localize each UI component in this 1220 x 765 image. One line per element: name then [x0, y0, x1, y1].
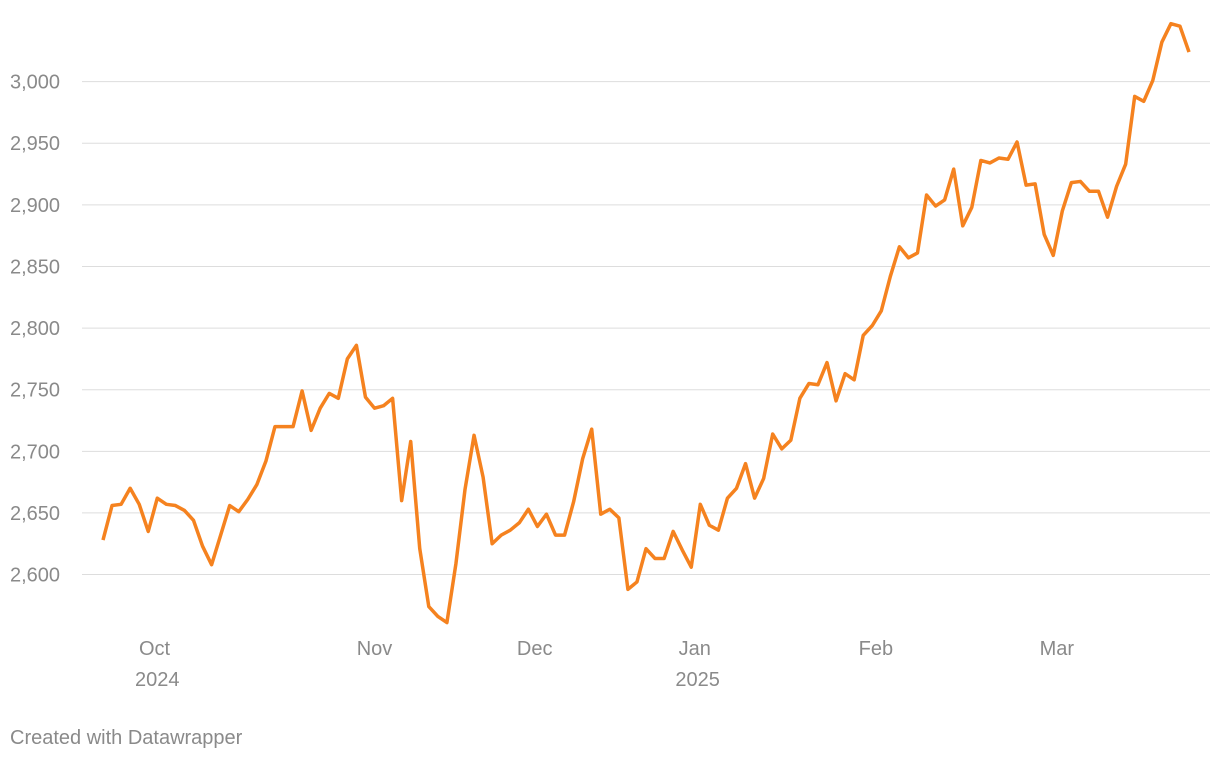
y-tick-label: 2,950: [10, 133, 60, 155]
y-tick-label: 2,650: [10, 503, 60, 525]
y-tick-label: 2,900: [10, 195, 60, 217]
data-line: [101, 21, 1191, 625]
y-tick-label: 2,600: [10, 565, 60, 587]
x-tick-label: Jan 2025: [675, 638, 720, 691]
x-tick-label: Oct 2024: [135, 638, 180, 691]
footer: Created with Datawrapper: [10, 727, 243, 749]
y-tick-label: 2,750: [10, 380, 60, 402]
y-tick-label: 3,000: [10, 72, 60, 94]
x-tick-label: Feb: [859, 638, 893, 660]
y-tick-label: 2,700: [10, 441, 60, 463]
x-tick-label: Mar: [1040, 638, 1075, 660]
y-tick-label: 2,850: [10, 256, 60, 278]
y-tick-label: 2,800: [10, 318, 60, 340]
x-tick-label: Dec: [517, 638, 553, 660]
x-tick-label: Nov: [357, 638, 393, 660]
